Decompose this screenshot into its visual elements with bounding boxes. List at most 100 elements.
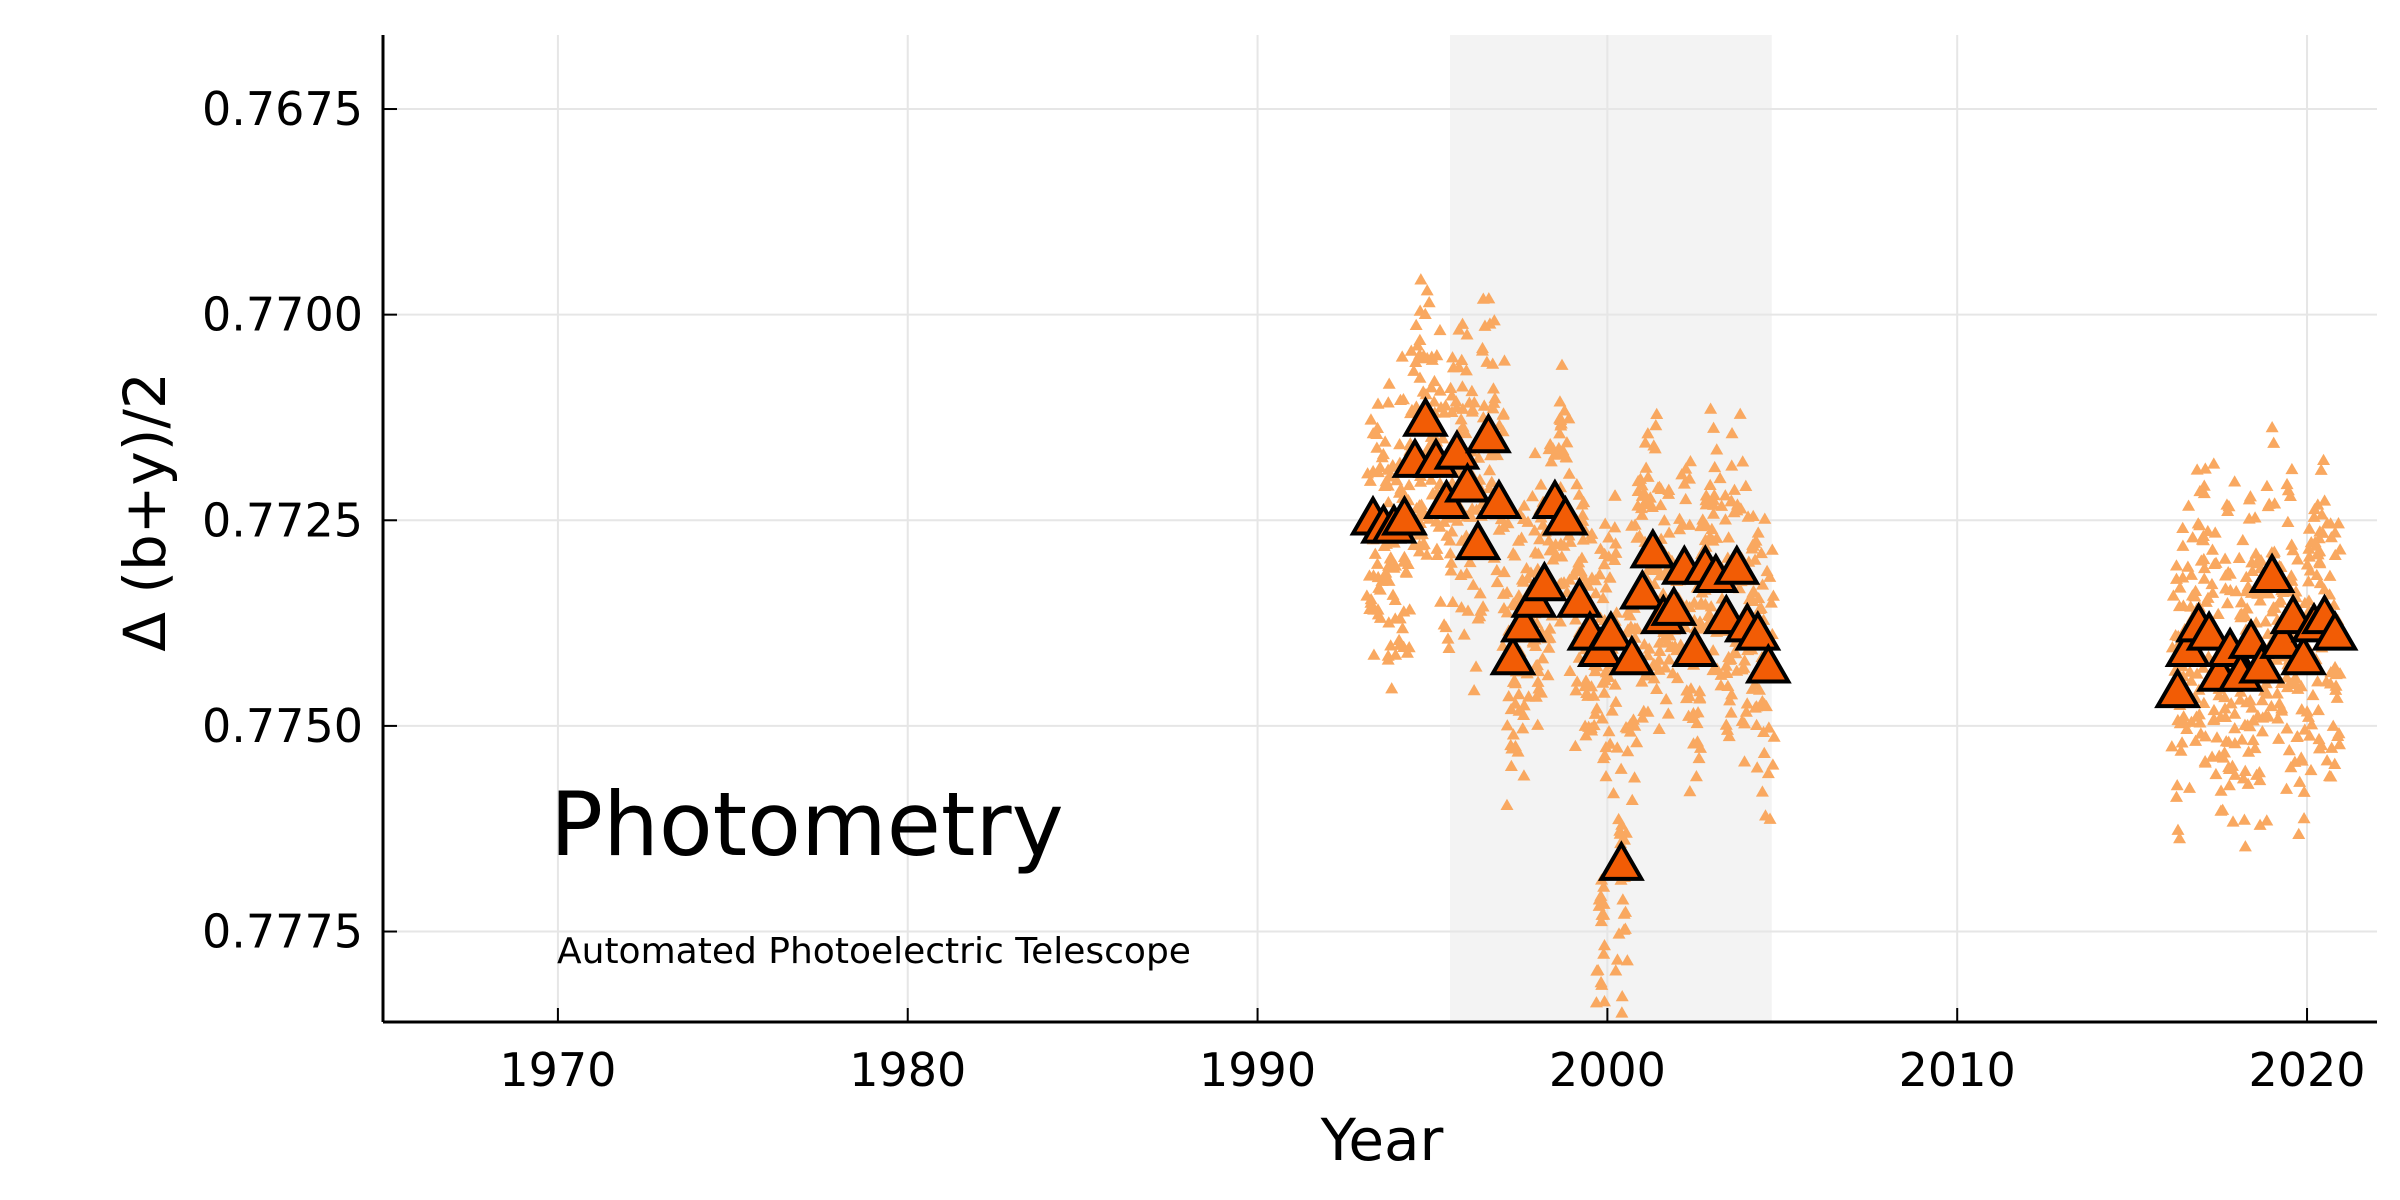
- raw-point: [1579, 729, 1593, 741]
- raw-point: [1457, 628, 1471, 640]
- x-axis-label: Year: [1320, 1106, 1444, 1174]
- raw-point: [1766, 758, 1780, 770]
- raw-point: [1738, 755, 1752, 767]
- raw-point: [1589, 664, 1603, 677]
- x-tick-label: 2020: [2248, 1043, 2365, 1097]
- raw-point: [2281, 680, 2295, 693]
- raw-point: [1381, 495, 1395, 508]
- raw-point: [1443, 547, 1457, 559]
- raw-point: [2226, 815, 2240, 827]
- raw-point: [1707, 498, 1721, 510]
- raw-point: [1497, 354, 1511, 366]
- raw-point: [1607, 786, 1621, 799]
- raw-point: [2306, 688, 2320, 701]
- seasonal-mean-marker: [2154, 667, 2202, 709]
- raw-point: [1477, 399, 1491, 411]
- raw-point: [1597, 947, 1611, 959]
- raw-point: [1750, 718, 1764, 730]
- raw-point: [2248, 741, 2262, 754]
- raw-point: [1722, 531, 1736, 543]
- raw-point: [1738, 717, 1752, 729]
- raw-point: [1765, 543, 1779, 555]
- raw-point: [1618, 922, 1632, 934]
- raw-point: [1707, 488, 1721, 501]
- raw-point: [1414, 475, 1428, 487]
- raw-point: [2315, 508, 2329, 520]
- raw-point: [2183, 665, 2197, 677]
- raw-point: [1483, 464, 1497, 476]
- raw-point: [1368, 547, 1382, 559]
- raw-point: [1648, 442, 1662, 454]
- raw-point: [2316, 526, 2330, 538]
- raw-point: [2243, 694, 2257, 706]
- raw-point: [1570, 675, 1584, 687]
- raw-point: [1396, 392, 1410, 405]
- raw-point: [2283, 489, 2297, 501]
- raw-point: [1641, 470, 1655, 482]
- raw-point: [1467, 684, 1481, 696]
- raw-point: [1727, 506, 1741, 518]
- raw-point: [1460, 328, 1474, 340]
- raw-point: [1679, 462, 1693, 474]
- raw-point: [1608, 678, 1622, 690]
- raw-point: [2303, 729, 2317, 741]
- raw-point: [1364, 413, 1378, 425]
- raw-point: [2181, 560, 2195, 572]
- raw-point: [1446, 595, 1460, 608]
- raw-point: [1381, 396, 1395, 408]
- raw-point: [1371, 603, 1385, 615]
- raw-point: [1562, 467, 1576, 479]
- raw-point: [1653, 644, 1667, 657]
- raw-point: [2294, 751, 2308, 763]
- raw-point: [1501, 517, 1515, 529]
- raw-point: [2284, 761, 2298, 773]
- raw-point: [1766, 589, 1780, 601]
- raw-point: [2311, 548, 2325, 560]
- raw-point: [2208, 526, 2222, 538]
- raw-point: [1724, 652, 1738, 664]
- raw-point: [1454, 413, 1468, 425]
- raw-point: [1557, 539, 1571, 551]
- raw-point: [2243, 490, 2257, 502]
- raw-point: [1393, 638, 1407, 650]
- seasonal-mean-marker: [2185, 609, 2233, 651]
- raw-point: [1433, 384, 1447, 396]
- raw-point: [1693, 598, 1707, 610]
- raw-point: [1595, 712, 1609, 724]
- raw-point: [1512, 688, 1526, 700]
- raw-point: [1370, 441, 1384, 453]
- raw-point: [2228, 768, 2242, 780]
- raw-point: [1399, 565, 1413, 577]
- raw-point: [1436, 432, 1450, 444]
- raw-point: [2197, 572, 2211, 584]
- raw-point: [2314, 463, 2328, 475]
- raw-point: [1718, 489, 1732, 501]
- raw-point: [1469, 660, 1483, 672]
- raw-point: [2280, 477, 2294, 490]
- raw-point: [1416, 385, 1430, 397]
- raw-point: [2242, 512, 2256, 524]
- raw-point: [1597, 880, 1611, 892]
- raw-point: [1642, 642, 1656, 654]
- raw-point: [1524, 566, 1538, 578]
- raw-point: [1689, 770, 1703, 782]
- raw-point: [2291, 553, 2305, 565]
- raw-point: [2198, 730, 2212, 742]
- seasonal-mean-marker: [1671, 626, 1719, 668]
- raw-point: [2189, 734, 2203, 746]
- raw-point: [1528, 446, 1542, 459]
- raw-point: [2254, 554, 2268, 566]
- raw-point: [2238, 840, 2252, 852]
- raw-point: [2237, 813, 2251, 825]
- raw-point: [2222, 735, 2236, 747]
- raw-point: [1728, 645, 1742, 657]
- raw-point: [1420, 284, 1434, 296]
- raw-point: [2313, 576, 2327, 589]
- raw-point: [1373, 611, 1387, 623]
- raw-point: [2320, 517, 2334, 529]
- raw-point: [1767, 730, 1781, 742]
- y-tick-label: 0.7700: [202, 288, 363, 342]
- raw-point: [1595, 978, 1609, 990]
- raw-point: [1442, 641, 1456, 653]
- raw-point: [1733, 407, 1747, 419]
